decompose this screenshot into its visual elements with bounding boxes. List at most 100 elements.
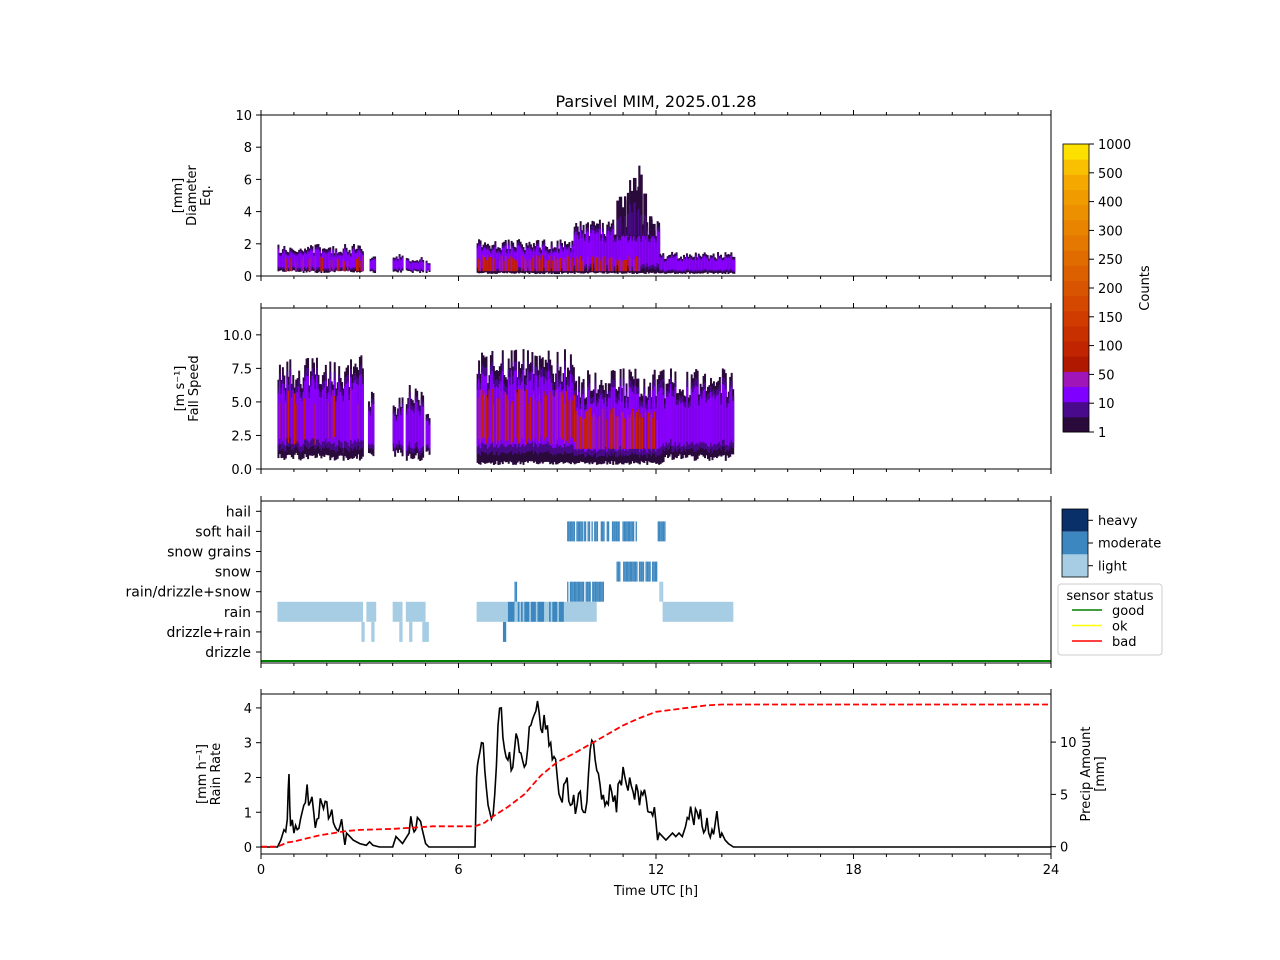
precip-bar [568,521,570,542]
heatmap-cell [329,379,332,443]
heatmap-core [598,415,601,449]
heatmap-core [295,261,298,272]
precip-bar [597,581,599,602]
heatmap-core [360,260,363,272]
lines [261,700,1051,848]
heatmap-core [587,410,590,449]
intensity-label: moderate [1098,537,1161,552]
heatmap-core [549,391,552,444]
heatmap-core [506,394,509,442]
precip-bar [576,521,578,542]
heatmap-core [488,257,491,272]
heatmap-core [357,256,360,272]
precip-bar [661,581,664,602]
heatmap-cell [553,396,556,448]
heatmap-cell [277,249,280,267]
intensity-swatch [1062,509,1088,532]
heatmap-core [290,260,293,272]
heatmap-core [355,259,358,272]
heatmap-cell [723,384,726,440]
heatmap-cell [727,257,730,271]
precip-bar [653,561,655,582]
heatmap-cell [550,382,553,446]
heatmap-core [347,261,350,272]
colorbar-band [1063,416,1089,433]
x-tick-label: 24 [1043,863,1060,878]
heatmap-cell [419,261,422,271]
heatmap-peak [650,227,653,236]
heatmap-cell [672,396,675,446]
heatmap-core [552,394,555,445]
heatmap-cell [660,258,663,271]
heatmap-core [357,403,360,439]
heatmap-core [555,259,558,272]
heatmap-cell [717,394,720,443]
colorbar-band [1063,219,1089,236]
colorbar-tick-label: 400 [1098,196,1123,211]
heatmap-core [519,388,522,443]
precip-bar [584,521,587,542]
heatmap-cell [489,374,492,444]
heatmap-core [538,394,541,443]
heatmap-cell [722,260,725,271]
precip-bar [632,521,635,542]
heatmap-cell [667,396,670,445]
precip-bar [625,521,627,542]
precip-bar [524,601,527,622]
heatmap-cell [609,234,612,265]
heatmap-cell [705,257,708,270]
precip-bar [660,581,662,602]
heatmap-cell [604,242,607,266]
heatmap-cell [324,253,327,269]
category-label: snow grains [167,545,251,561]
heatmap-cell [369,415,372,446]
heatmap-core [342,258,345,272]
heatmap-cell [422,262,425,271]
heatmap-core [482,395,485,438]
precip-bar [522,601,525,622]
heatmap-core [481,390,484,439]
legend-label: bad [1112,635,1136,650]
heatmap-cell [495,253,498,270]
colorbar-band [1063,234,1089,251]
precip-bar [558,601,561,622]
heatmap-cell [353,383,355,442]
precip-bar [593,581,595,602]
heatmap-cell [503,390,506,446]
precip-bar [422,621,429,642]
precip-bar [607,521,610,542]
heatmap-cell [701,399,704,443]
heatmap-cell [407,408,410,446]
heatmap-core [569,397,572,438]
colorbar-band [1063,174,1089,190]
heatmap-cell [640,241,643,267]
heatmap-cell [501,370,504,444]
precip-bar [613,521,615,542]
heatmap-cell [313,256,315,268]
heatmap-cell [498,252,501,269]
heatmap-cell [708,261,711,271]
y-tick-label: 0 [244,270,252,285]
heatmap-cell [315,375,318,440]
heatmap-cell [675,404,678,447]
heatmap-cell [653,238,656,266]
heatmap-cell [721,260,724,272]
heatmap-core [314,403,317,445]
heatmap-cell [671,396,674,446]
heatmap-core [565,257,568,272]
precip-bar [476,601,508,622]
precip-bar [660,521,662,542]
y-tick-label: 7.5 [231,362,252,377]
heatmap-cell [714,260,717,271]
heatmap-cell [422,406,425,447]
heatmap-cell [405,260,408,269]
heatmap-core [631,408,634,449]
heatmap-cell [624,237,627,266]
heatmap-core [632,259,635,272]
y-tick-label: 2 [244,238,252,253]
heatmap-cell [658,391,661,449]
heatmap-cell [280,255,283,268]
heatmap-cell [546,251,549,268]
